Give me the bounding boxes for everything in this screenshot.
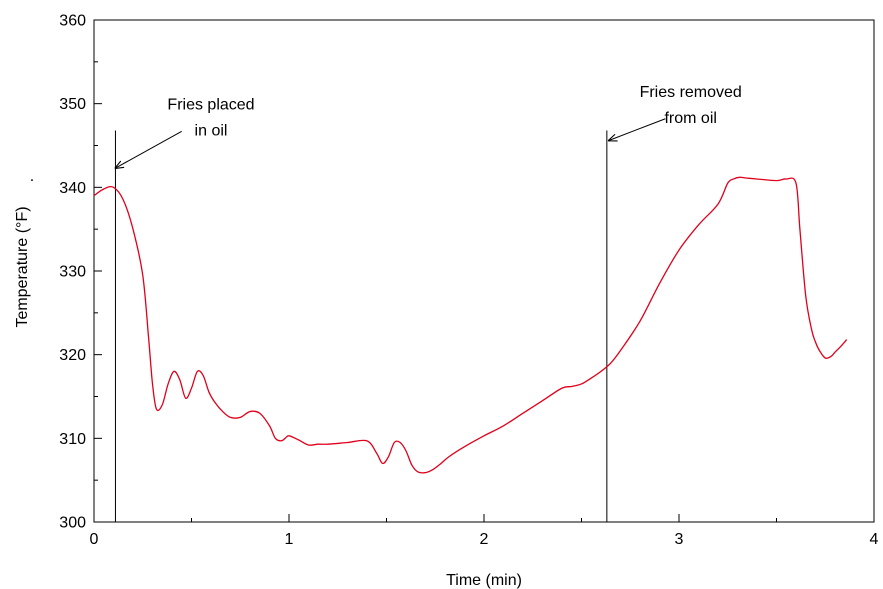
y-tick-label: 350 bbox=[59, 96, 86, 113]
annotation-arrow bbox=[609, 118, 666, 141]
y-tick-label: 330 bbox=[59, 264, 86, 281]
x-tick-label: 4 bbox=[870, 531, 879, 548]
x-axis-label: Time (min) bbox=[446, 572, 522, 589]
annotations: Fries placed in oil Fries removed from oil bbox=[115, 84, 742, 168]
y-tick-label: 320 bbox=[59, 347, 86, 364]
x-tick-label: 1 bbox=[285, 531, 294, 548]
y-tick-label: 360 bbox=[59, 13, 86, 30]
plot-frame bbox=[93, 19, 875, 523]
annotation-arrow bbox=[115, 130, 182, 168]
x-tick-label: 0 bbox=[90, 531, 99, 548]
y-tick-label: 310 bbox=[59, 431, 86, 448]
axes bbox=[93, 19, 875, 523]
y-tick-label: 340 bbox=[59, 180, 86, 197]
annotation-text: from oil bbox=[664, 110, 716, 127]
event-markers bbox=[114, 130, 608, 522]
ticks: 0 1 2 3 4 300 310 320 330 340 350 360 bbox=[59, 13, 878, 549]
annotation-text: Fries removed bbox=[640, 84, 742, 101]
temperature-line bbox=[93, 176, 848, 474]
y-tick-label: 300 bbox=[59, 515, 86, 532]
y-axis-label-suffix: . bbox=[30, 168, 34, 185]
x-tick-label: 2 bbox=[480, 531, 489, 548]
y-axis-label: Temperature (°F) bbox=[14, 206, 31, 327]
y-axis-label-group: Temperature (°F) . bbox=[14, 168, 34, 328]
annotation-text: in oil bbox=[195, 122, 228, 139]
x-tick-label: 3 bbox=[675, 531, 684, 548]
series-layer bbox=[93, 176, 848, 474]
annotation-text: Fries placed bbox=[167, 97, 254, 114]
